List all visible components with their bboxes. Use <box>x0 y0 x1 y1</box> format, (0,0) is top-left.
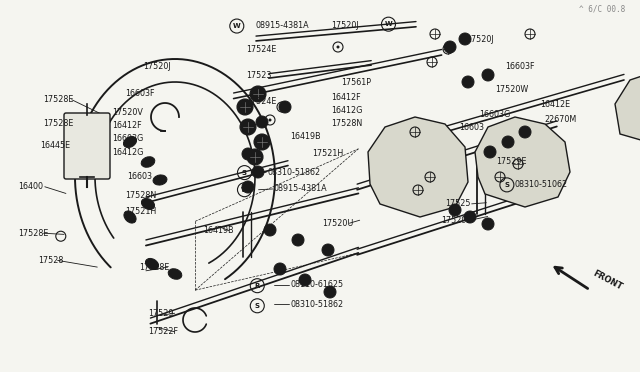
Circle shape <box>444 41 456 53</box>
Ellipse shape <box>153 175 167 185</box>
Text: 17528N: 17528N <box>332 119 363 128</box>
Text: 16400: 16400 <box>18 182 43 191</box>
Text: 17521H: 17521H <box>125 207 157 216</box>
Text: 17520W: 17520W <box>495 85 529 94</box>
Circle shape <box>322 244 334 256</box>
Text: 17528E: 17528E <box>44 95 74 104</box>
Text: 08310-51862: 08310-51862 <box>291 300 344 309</box>
Circle shape <box>242 148 254 160</box>
Circle shape <box>252 166 264 178</box>
Text: 17520J: 17520J <box>332 21 359 30</box>
Text: 08915-4381A: 08915-4381A <box>256 21 310 30</box>
Text: S: S <box>504 182 509 188</box>
Circle shape <box>264 224 276 236</box>
Text: S: S <box>255 303 260 309</box>
Circle shape <box>242 181 254 193</box>
Circle shape <box>519 126 531 138</box>
Text: 17524E: 17524E <box>246 45 276 54</box>
Polygon shape <box>368 117 468 217</box>
Ellipse shape <box>141 157 155 167</box>
Text: W: W <box>241 187 248 193</box>
Ellipse shape <box>124 137 136 148</box>
Circle shape <box>482 218 494 230</box>
Circle shape <box>240 119 256 135</box>
Text: ^ 6/C 00.8: ^ 6/C 00.8 <box>579 5 625 14</box>
Text: 17520U: 17520U <box>323 219 354 228</box>
Text: 17528N: 17528N <box>125 191 157 200</box>
Circle shape <box>449 204 461 216</box>
Text: 16603: 16603 <box>127 172 152 181</box>
Text: 17529E: 17529E <box>442 216 472 225</box>
Text: R: R <box>255 283 260 289</box>
Text: 22670M: 22670M <box>545 115 577 124</box>
Circle shape <box>502 136 514 148</box>
Circle shape <box>484 146 496 158</box>
Circle shape <box>250 86 266 102</box>
Text: 17524E: 17524E <box>246 97 276 106</box>
Text: 16603F: 16603F <box>125 89 155 98</box>
Text: W: W <box>233 23 241 29</box>
Ellipse shape <box>124 211 136 223</box>
Circle shape <box>237 99 253 115</box>
Text: 16445E: 16445E <box>40 141 70 150</box>
Text: 08915-4381A: 08915-4381A <box>274 185 328 193</box>
Text: 16419B: 16419B <box>290 132 321 141</box>
Text: 17528E: 17528E <box>18 229 48 238</box>
Text: 16412F: 16412F <box>113 121 142 130</box>
Circle shape <box>269 119 271 122</box>
Text: 16412G: 16412G <box>113 148 144 157</box>
Text: 17520J: 17520J <box>467 35 494 44</box>
Text: 17528E: 17528E <box>140 263 170 272</box>
Circle shape <box>256 116 268 128</box>
Polygon shape <box>615 70 640 147</box>
Text: 16603G: 16603G <box>479 110 510 119</box>
Polygon shape <box>475 117 570 207</box>
Text: W: W <box>385 21 392 27</box>
Circle shape <box>299 274 311 286</box>
Text: 16603: 16603 <box>460 123 484 132</box>
Text: 17522F: 17522F <box>148 327 178 336</box>
Text: 17523: 17523 <box>246 71 271 80</box>
Circle shape <box>280 106 284 109</box>
Circle shape <box>459 33 471 45</box>
Text: 17528E: 17528E <box>44 119 74 128</box>
Circle shape <box>337 45 339 48</box>
Text: 16603G: 16603G <box>113 134 144 143</box>
Circle shape <box>254 134 270 150</box>
Circle shape <box>292 234 304 246</box>
Circle shape <box>324 286 336 298</box>
Text: 17561P: 17561P <box>341 78 371 87</box>
Circle shape <box>482 69 494 81</box>
Ellipse shape <box>141 198 154 209</box>
Text: 08310-51862: 08310-51862 <box>268 168 321 177</box>
Text: 17528: 17528 <box>38 256 64 265</box>
Circle shape <box>274 263 286 275</box>
Text: 08310-51062: 08310-51062 <box>515 180 568 189</box>
Text: 17520V: 17520V <box>113 108 143 117</box>
Text: S: S <box>242 170 247 176</box>
Text: FRONT: FRONT <box>591 269 623 292</box>
Text: 17525: 17525 <box>445 199 470 208</box>
Text: 17520J: 17520J <box>143 62 171 71</box>
Text: 16412F: 16412F <box>332 93 361 102</box>
Text: 16412G: 16412G <box>332 106 363 115</box>
Circle shape <box>462 76 474 88</box>
Text: 16603F: 16603F <box>505 62 534 71</box>
Text: 16419B: 16419B <box>204 226 234 235</box>
Text: 16412E: 16412E <box>540 100 570 109</box>
Circle shape <box>247 149 263 165</box>
Circle shape <box>279 101 291 113</box>
Text: 17521H: 17521H <box>312 149 343 158</box>
Circle shape <box>464 211 476 223</box>
FancyBboxPatch shape <box>64 113 110 179</box>
Ellipse shape <box>168 269 182 279</box>
Text: 17529: 17529 <box>148 309 173 318</box>
Text: 17529E: 17529E <box>497 157 527 166</box>
Text: 08110-61625: 08110-61625 <box>291 280 344 289</box>
Ellipse shape <box>145 259 159 270</box>
